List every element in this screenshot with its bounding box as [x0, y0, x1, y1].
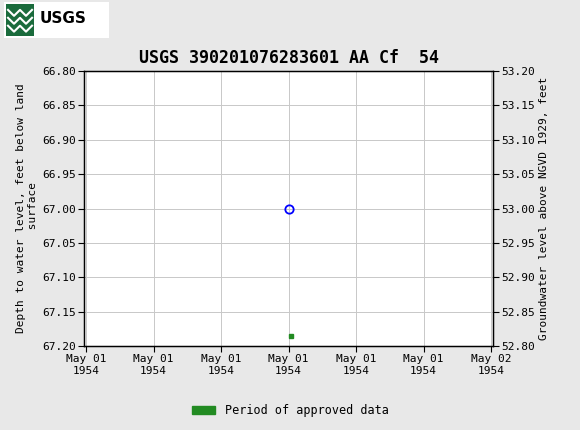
Bar: [4, 2, 109, 37]
Bar: [6, 4, 34, 36]
Title: USGS 390201076283601 AA Cf  54: USGS 390201076283601 AA Cf 54: [139, 49, 438, 67]
Y-axis label: Depth to water level, feet below land
 surface: Depth to water level, feet below land su…: [16, 84, 38, 333]
Text: USGS: USGS: [40, 11, 87, 26]
Legend: Period of approved data: Period of approved data: [187, 399, 393, 422]
Y-axis label: Groundwater level above NGVD 1929, feet: Groundwater level above NGVD 1929, feet: [539, 77, 549, 340]
